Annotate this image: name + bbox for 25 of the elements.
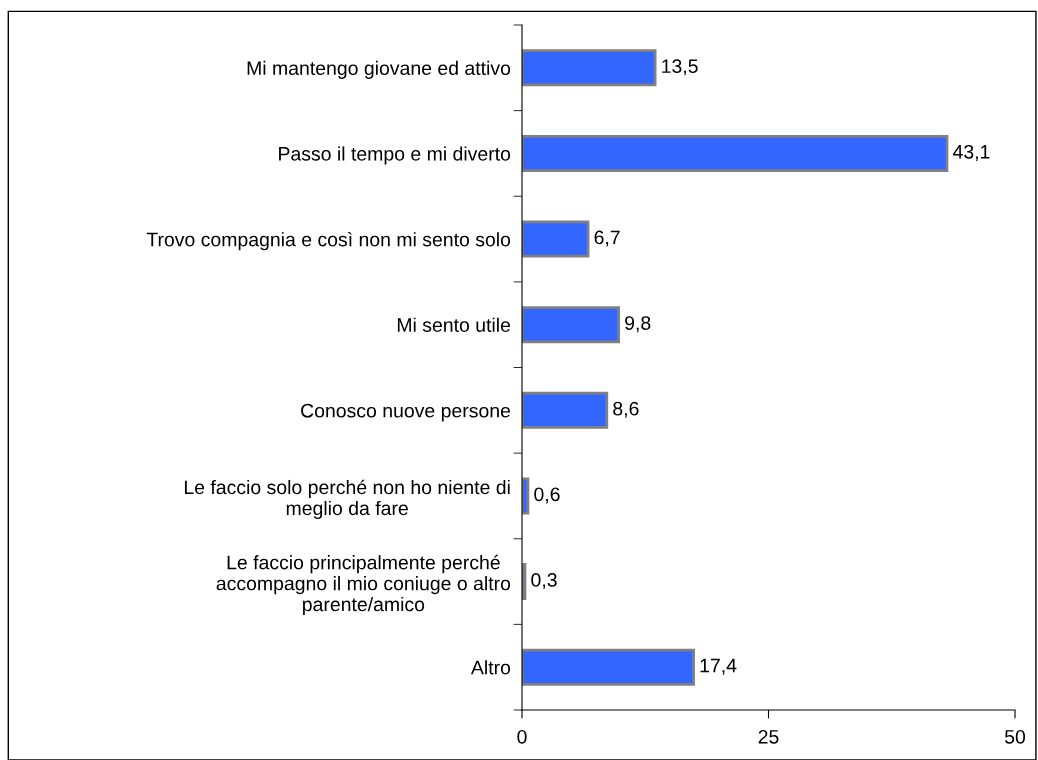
data-label: 0,3 (531, 573, 557, 590)
y-tick-label: Mi mantengo giovane ed attivo (247, 60, 511, 79)
bar (522, 391, 609, 429)
bar (522, 220, 590, 258)
y-tick-label: Conosco nuove persone (301, 403, 511, 422)
y-tick-label: Passo il tempo e mi diverto (279, 146, 511, 165)
data-label: 6,7 (594, 230, 620, 247)
data-label: 43,1 (952, 144, 990, 161)
x-tick-label: 50 (1004, 729, 1026, 744)
y-tick-label: Trovo compagnia e così non mi sento solo (146, 231, 511, 251)
bar (522, 134, 949, 172)
data-label: 0,6 (534, 487, 560, 504)
y-tick-label: Le faccio solo perché non ho niente di meglio da fare (184, 479, 510, 520)
bar (522, 49, 657, 87)
bar (522, 306, 621, 344)
data-label: 13,5 (662, 59, 698, 76)
data-label: 17,4 (700, 658, 737, 675)
data-label: 8,6 (613, 401, 639, 418)
bar (522, 648, 695, 686)
data-label: 9,8 (625, 316, 651, 333)
x-tick-label: 25 (758, 729, 779, 744)
y-tick-label: Altro (470, 660, 511, 675)
y-tick-label: Le faccio principalmente perché accompagno il mio coniuge o altro parente/amico (216, 554, 511, 616)
x-tick-label: 0 (517, 729, 527, 744)
y-tick-label: Mi sento utile (397, 317, 511, 332)
